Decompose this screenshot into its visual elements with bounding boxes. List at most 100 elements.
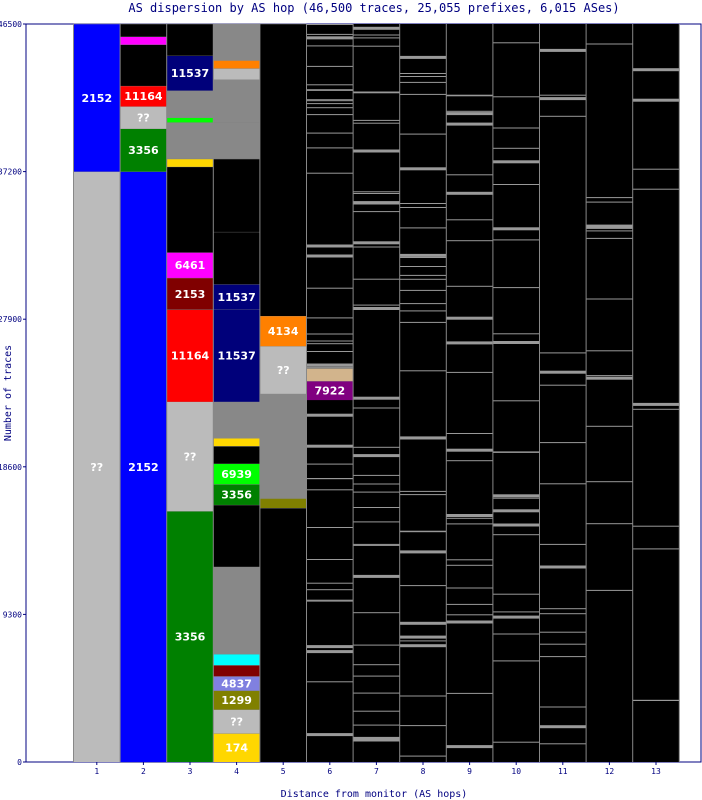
fragment-line xyxy=(632,68,680,72)
fragment-line xyxy=(399,621,447,625)
segment xyxy=(213,654,260,666)
fragment-line xyxy=(306,100,354,102)
fragment-line xyxy=(306,527,354,528)
fragment-line xyxy=(353,278,400,280)
segment xyxy=(259,393,307,499)
fragment-line xyxy=(446,112,493,116)
fragment-line xyxy=(632,408,680,410)
fragment-line xyxy=(306,489,354,491)
segment-label: 11164 xyxy=(124,90,163,103)
fragment-line xyxy=(492,400,540,402)
fragment-line xyxy=(399,695,447,697)
fragment-line xyxy=(399,133,447,135)
fragment-line xyxy=(492,160,540,164)
fragment-line xyxy=(539,631,587,633)
segment-label: ?? xyxy=(184,451,197,464)
fragment-line xyxy=(492,127,540,129)
fragment-line xyxy=(399,81,447,83)
fragment-line xyxy=(306,317,354,319)
segment-label: 3356 xyxy=(221,489,252,502)
segment xyxy=(166,117,214,123)
fragment-line xyxy=(353,521,400,523)
segment xyxy=(120,36,167,45)
fragment-line xyxy=(446,448,493,452)
fragment-line xyxy=(306,367,354,369)
fragment-line xyxy=(492,147,540,149)
fragment-line xyxy=(306,363,354,367)
y-tick-label: 27900 xyxy=(0,315,22,324)
segment-label: 7922 xyxy=(314,385,345,398)
segment-label: ?? xyxy=(230,716,243,729)
fragment-line xyxy=(586,523,633,525)
fragment-line xyxy=(306,33,354,35)
fragment-line xyxy=(492,287,540,289)
x-tick-label: 13 xyxy=(651,767,661,776)
column-bg-8 xyxy=(399,24,447,762)
fragment-line xyxy=(399,167,447,171)
segment xyxy=(120,128,167,172)
fragment-line xyxy=(306,99,354,101)
fragment-line xyxy=(353,612,400,614)
fragment-line xyxy=(353,191,400,193)
fragment-line xyxy=(353,396,400,400)
fragment-line xyxy=(539,643,587,645)
fragment-line xyxy=(539,743,587,745)
fragment-line xyxy=(399,438,447,440)
fragment-line xyxy=(306,582,354,584)
x-tick-label: 7 xyxy=(374,767,379,776)
chart-title: AS dispersion by AS hop (46,500 traces, … xyxy=(128,1,619,15)
segment xyxy=(259,346,307,394)
fragment-line xyxy=(353,92,400,94)
fragment-line xyxy=(539,706,587,708)
fragment-line xyxy=(446,692,493,694)
segment xyxy=(213,231,260,285)
fragment-line xyxy=(492,660,540,662)
segment xyxy=(120,24,167,37)
segment xyxy=(166,252,214,278)
fragment-line xyxy=(353,483,400,485)
fragment-line xyxy=(353,34,400,36)
fragment-line xyxy=(353,491,400,493)
fragment-line xyxy=(306,333,354,335)
fragment-line xyxy=(586,201,633,203)
fragment-line xyxy=(399,207,447,208)
fragment-line xyxy=(306,172,354,174)
segment xyxy=(120,85,167,107)
segment xyxy=(166,309,214,402)
segment xyxy=(73,171,121,763)
fragment-line xyxy=(306,254,354,258)
fragment-line xyxy=(446,603,493,605)
x-tick-label: 4 xyxy=(234,767,239,776)
fragment-line xyxy=(353,91,400,93)
segment xyxy=(166,90,214,118)
segment xyxy=(259,498,307,508)
fragment-line xyxy=(539,725,587,729)
segment xyxy=(213,484,260,505)
fragment-line xyxy=(492,494,540,498)
fragment-line xyxy=(446,191,493,195)
fragment-line xyxy=(446,240,493,242)
segment xyxy=(166,277,214,310)
fragment-line xyxy=(399,321,447,323)
fragment-line xyxy=(586,481,633,483)
fragment-line xyxy=(353,574,400,578)
fragment-line xyxy=(492,239,540,241)
fragment-line xyxy=(586,237,633,239)
segment-label: ?? xyxy=(137,112,150,125)
segment-label: 11537 xyxy=(171,67,209,80)
fragment-line xyxy=(446,514,493,517)
fragment-line xyxy=(306,147,354,149)
fragment-line xyxy=(353,738,400,742)
columns-layer: ?? 2152 2152 3356?? 11164 3356?? 11164 2153 6461… xyxy=(73,23,680,763)
segment-label: 174 xyxy=(225,742,248,755)
segment xyxy=(213,463,260,485)
fragment-line xyxy=(353,407,400,409)
fragment-line xyxy=(399,303,447,305)
fragment-line xyxy=(492,593,540,595)
fragment-line xyxy=(586,225,633,229)
segment-label: 2152 xyxy=(128,461,159,474)
segment xyxy=(166,55,214,91)
segment xyxy=(120,106,167,129)
fragment-line xyxy=(632,525,680,527)
fragment-line xyxy=(446,517,493,519)
